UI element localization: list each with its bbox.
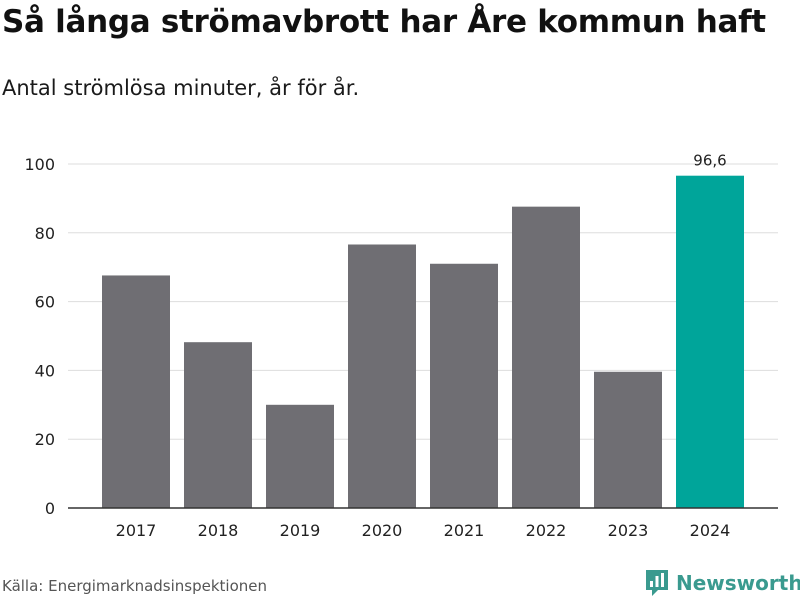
bar-2020 bbox=[348, 244, 416, 508]
bar-2019 bbox=[266, 404, 334, 508]
data-label: 96,6 bbox=[693, 152, 726, 170]
chart-title: Så långa strömavbrott har Åre kommun haf… bbox=[2, 4, 766, 40]
x-tick-label: 2021 bbox=[444, 521, 485, 540]
bar-2023 bbox=[594, 371, 662, 508]
y-tick-label: 80 bbox=[35, 224, 55, 243]
x-tick-label: 2017 bbox=[116, 521, 157, 540]
x-tick-label: 2020 bbox=[362, 521, 403, 540]
x-tick-label: 2024 bbox=[690, 521, 731, 540]
x-tick-label: 2019 bbox=[280, 521, 321, 540]
x-tick-label: 2023 bbox=[608, 521, 649, 540]
bar-2022 bbox=[512, 206, 580, 508]
x-tick-label: 2018 bbox=[198, 521, 239, 540]
bar-chart: 0 20 40 60 80 100 2017 2018 2019 2020 2021 2022 2023… bbox=[24, 152, 778, 540]
newsworthy-logo-icon bbox=[646, 570, 668, 596]
bar-2017 bbox=[102, 275, 170, 508]
chart-subtitle: Antal strömlösa minuter, år för år. bbox=[2, 76, 360, 100]
y-tick-label: 60 bbox=[35, 293, 55, 312]
y-tick-label: 0 bbox=[45, 499, 55, 518]
y-tick-label: 100 bbox=[24, 155, 55, 174]
y-tick-label: 20 bbox=[35, 430, 55, 449]
source-note: Källa: Energimarknadsinspektionen bbox=[2, 577, 268, 595]
x-tick-label: 2022 bbox=[526, 521, 567, 540]
y-tick-label: 40 bbox=[35, 361, 55, 380]
brand-logo: Newsworthy bbox=[644, 568, 800, 598]
bar-2018 bbox=[184, 342, 252, 508]
brand-name: Newsworthy bbox=[676, 571, 800, 595]
bar-2024 bbox=[676, 175, 744, 509]
bar-2021 bbox=[430, 263, 498, 508]
